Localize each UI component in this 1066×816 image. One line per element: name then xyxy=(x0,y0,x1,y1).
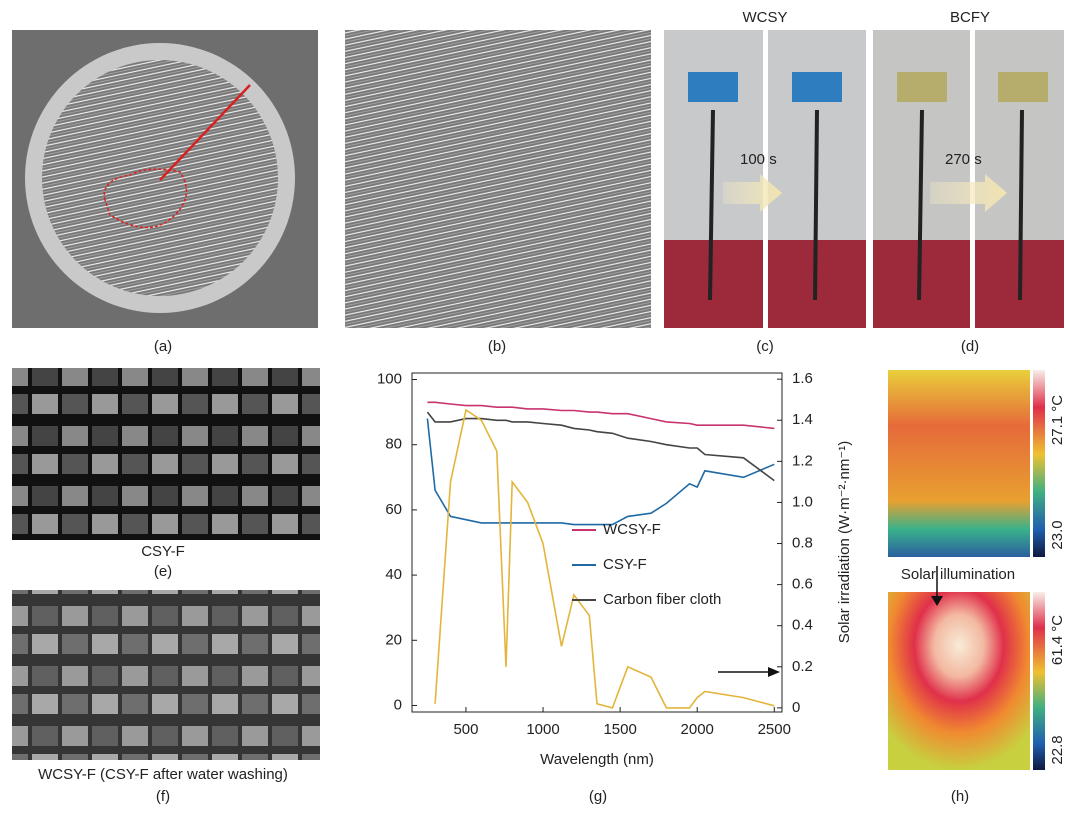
y-tick-label: 40 xyxy=(385,566,402,583)
legend-label: CSY-F xyxy=(603,556,647,573)
x-tick-label: 2500 xyxy=(758,721,791,738)
series-line xyxy=(427,419,774,525)
y-tick-label: 60 xyxy=(385,501,402,518)
y2-tick-label: 0.2 xyxy=(792,658,813,675)
series-line xyxy=(427,412,774,481)
panel-label: (c) xyxy=(756,338,774,355)
series-line xyxy=(427,402,774,428)
fabric-image xyxy=(12,590,320,760)
legend-label: WCSY-F xyxy=(603,521,661,538)
panel-label: (f) xyxy=(156,788,170,805)
y-tick-label: 100 xyxy=(377,370,402,387)
y-tick-label: 80 xyxy=(385,436,402,453)
panel-label: (e) xyxy=(154,563,172,580)
figure: WCSY BCFY 100 s 270 s (a) (b) (c) (d) CS… xyxy=(0,0,1066,811)
scale-min: 22.8 xyxy=(1049,735,1066,764)
y2-tick-label: 1.0 xyxy=(792,493,813,510)
panel-label: (a) xyxy=(154,338,172,355)
legend-label: Carbon fiber cloth xyxy=(603,591,721,608)
panel-title: BCFY xyxy=(950,9,990,26)
y2-axis-label: Solar irradiation (W·m⁻²·nm⁻¹) xyxy=(836,441,853,644)
panel-label: (g) xyxy=(589,788,607,805)
sem-yarn xyxy=(345,30,651,328)
panel-label: (h) xyxy=(951,788,969,805)
x-tick-label: 500 xyxy=(453,721,478,738)
panel-label: (b) xyxy=(488,338,506,355)
caption: CSY-F xyxy=(141,543,185,560)
panel-label: (d) xyxy=(961,338,979,355)
y2-tick-label: 0.8 xyxy=(792,534,813,551)
y-tick-label: 0 xyxy=(394,696,402,713)
panel-title: WCSY xyxy=(743,9,788,26)
y2-tick-label: 1.2 xyxy=(792,452,813,469)
scale-max: 27.1 °C xyxy=(1049,395,1066,445)
caption: WCSY-F (CSY-F after water washing) xyxy=(38,766,288,783)
time-label: 270 s xyxy=(945,151,982,168)
y2-tick-label: 1.6 xyxy=(792,370,813,387)
scale-max: 61.4 °C xyxy=(1049,615,1066,665)
time-label: 100 s xyxy=(740,151,777,168)
y2-tick-label: 0 xyxy=(792,699,800,716)
fabric-image xyxy=(12,368,320,540)
x-axis-label: Wavelength (nm) xyxy=(540,751,654,768)
y2-tick-label: 1.4 xyxy=(792,411,813,428)
x-tick-label: 1500 xyxy=(603,721,636,738)
sem-cross-section xyxy=(12,30,318,328)
wicking-photos xyxy=(664,30,1064,328)
scale-min: 23.0 xyxy=(1049,520,1066,549)
x-tick-label: 1000 xyxy=(526,721,559,738)
y2-tick-label: 0.4 xyxy=(792,617,813,634)
y2-tick-label: 0.6 xyxy=(792,576,813,593)
annotation: Solar illumination xyxy=(901,566,1015,583)
y-tick-label: 20 xyxy=(385,631,402,648)
x-tick-label: 2000 xyxy=(681,721,714,738)
plot-frame xyxy=(412,373,782,712)
annotation-arrow xyxy=(768,667,780,677)
